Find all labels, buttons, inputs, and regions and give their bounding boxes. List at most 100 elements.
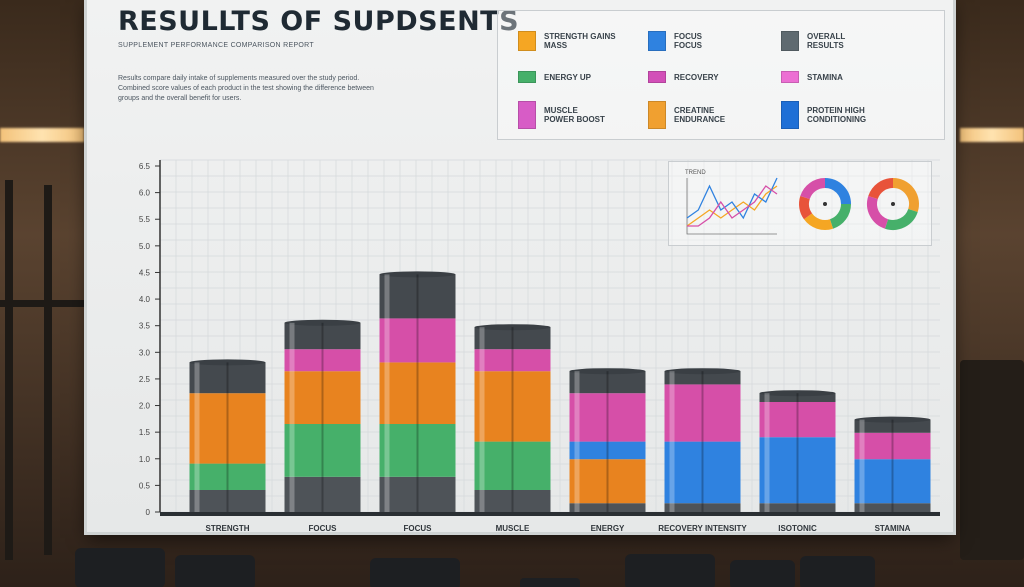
- legend-item: RECOVERY: [648, 71, 719, 83]
- x-category-label: ENERGY: [591, 524, 625, 533]
- bar-segment: [474, 349, 551, 372]
- donut-slice: [799, 195, 813, 220]
- bar-segment: [284, 476, 361, 512]
- dumbbell-rack: [960, 360, 1024, 560]
- bar-segment: [284, 424, 361, 477]
- jar: [800, 556, 875, 587]
- x-category-label: FOCUS: [309, 524, 338, 533]
- y-tick-label: 1.5: [139, 428, 151, 437]
- bar-highlight: [289, 322, 295, 512]
- bar-segment: [854, 419, 931, 433]
- donut-center: [823, 202, 827, 206]
- y-tick-label: 4.5: [139, 268, 151, 277]
- bar-cap: [379, 271, 456, 278]
- jar: [520, 578, 580, 587]
- bar-seam: [226, 362, 229, 512]
- bar-segment: [379, 274, 456, 319]
- y-tick-label: 2.5: [139, 375, 151, 384]
- donut-slice: [800, 178, 826, 200]
- legend-item: OVERALL RESULTS: [781, 31, 845, 51]
- bar-cap: [569, 368, 646, 375]
- legend-label: RECOVERY: [674, 72, 719, 82]
- bar-group: [664, 368, 741, 512]
- y-tick-label: 0: [146, 508, 151, 517]
- legend-item: CREATINE ENDURANCE: [648, 101, 725, 129]
- donut-slice: [892, 178, 919, 213]
- mini-line-chart: TREND: [685, 170, 778, 235]
- bar-segment: [569, 393, 646, 442]
- legend-swatch: [648, 31, 666, 51]
- legend-label: MUSCLE POWER BOOST: [544, 106, 605, 124]
- bar-segment: [284, 322, 361, 350]
- chart-subtitle: SUPPLEMENT PERFORMANCE COMPARISON REPORT: [118, 42, 314, 49]
- legend-label: FOCUS FOCUS: [674, 32, 702, 50]
- bar-highlight: [764, 393, 770, 512]
- bar-segment: [569, 371, 646, 394]
- bar-seam: [606, 371, 609, 512]
- bar-segment: [189, 490, 266, 512]
- mini-line-title: TREND: [685, 170, 706, 176]
- donut-slice: [829, 203, 851, 229]
- bar-cap: [664, 368, 741, 375]
- x-category-label: RECOVERY INTENSITY: [658, 524, 747, 533]
- wall-light-left: [0, 128, 84, 142]
- bar-segment: [284, 371, 361, 424]
- donut-slice: [803, 213, 834, 230]
- legend-label: STRENGTH GAINS MASS: [544, 32, 616, 50]
- bar-segment: [379, 476, 456, 512]
- x-category-label: MUSCLE: [496, 524, 530, 533]
- bar-highlight: [479, 327, 485, 512]
- legend-swatch: [648, 101, 666, 129]
- donut-center: [891, 202, 895, 206]
- legend-swatch: [518, 71, 536, 83]
- y-tick-label: 6.5: [139, 162, 151, 171]
- bar-group: [189, 359, 266, 512]
- bar-segment: [379, 424, 456, 477]
- wall-light-right: [960, 128, 1024, 142]
- jar: [625, 554, 715, 587]
- gym-rack-bar: [0, 300, 84, 307]
- x-category-label: ISOTONIC: [778, 524, 817, 533]
- bar-group: [379, 271, 456, 512]
- donut-slice: [824, 178, 851, 205]
- legend-swatch: [781, 31, 799, 51]
- legend-swatch: [781, 71, 799, 83]
- bar-highlight: [859, 419, 865, 512]
- donut-chart-2: [867, 178, 919, 230]
- donut-slice: [867, 195, 889, 229]
- bar-cap: [759, 390, 836, 397]
- bar-segment: [379, 362, 456, 424]
- supplement-jars: [75, 548, 875, 587]
- bar-highlight: [194, 362, 200, 512]
- legend-label: CREATINE ENDURANCE: [674, 106, 726, 124]
- bar-cap: [474, 324, 551, 331]
- legend-box: STRENGTH GAINS MASS FOCUS FOCUS OVERALL …: [497, 10, 945, 140]
- legend-swatch: [518, 31, 536, 51]
- chart-notes: Results compare daily intake of suppleme…: [118, 75, 374, 102]
- bar-seam: [891, 419, 894, 512]
- gym-rack-post: [5, 180, 13, 560]
- legend-item: STAMINA: [781, 71, 843, 83]
- bar-seam: [416, 274, 419, 512]
- bar-segment: [664, 441, 741, 504]
- mini-charts-panel: TREND: [668, 161, 932, 246]
- bar-segment: [854, 503, 931, 512]
- bar-segment: [854, 432, 931, 460]
- bar-seam: [321, 322, 324, 512]
- legend-swatch: [781, 101, 799, 129]
- jar: [370, 558, 460, 587]
- bar-group: [569, 368, 646, 512]
- y-tick-label: 3.0: [139, 348, 151, 357]
- bar-segment: [759, 437, 836, 504]
- legend-label: PROTEIN HIGH CONDITIONING: [807, 106, 867, 124]
- legend-item: FOCUS FOCUS: [648, 31, 702, 51]
- donut-slice: [868, 178, 894, 200]
- bar-segment: [379, 318, 456, 363]
- bar-segment: [569, 441, 646, 460]
- y-tick-label: 4.0: [139, 295, 151, 304]
- legend-item: ENERGY UP: [518, 71, 591, 83]
- donut-slice: [884, 208, 918, 230]
- bar-segment: [284, 349, 361, 372]
- bar-cap: [189, 359, 266, 366]
- legend-item: STRENGTH GAINS MASS: [518, 31, 616, 51]
